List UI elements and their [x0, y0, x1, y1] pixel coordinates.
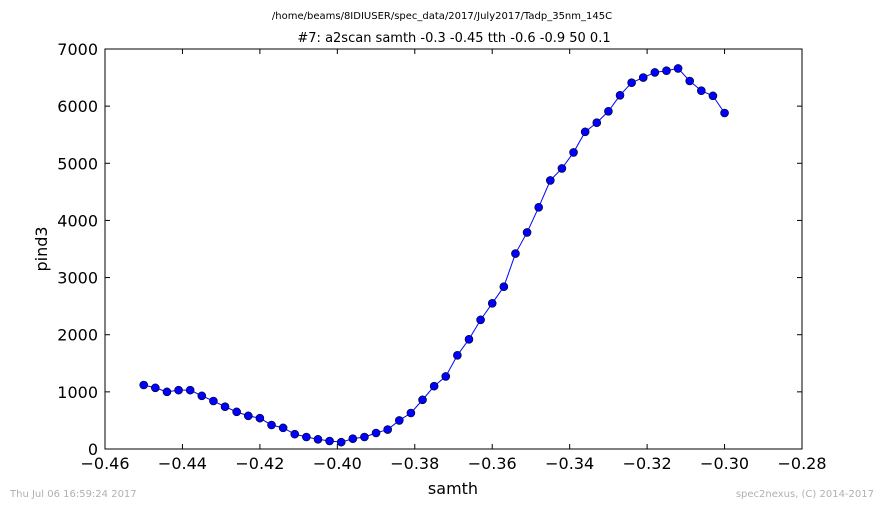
x-tick-label: −0.36 [468, 454, 517, 473]
y-tick-label: 7000 [57, 40, 98, 59]
data-point [174, 385, 183, 395]
x-tick-label: −0.40 [313, 454, 362, 473]
data-point [348, 434, 358, 444]
x-axis-ticks: −0.46 −0.44 −0.42 −0.40 −0.38 −0.36 −0.34 −0.32… [80, 49, 827, 473]
data-point [673, 64, 683, 73]
data-point [290, 429, 300, 439]
footer-credit: spec2nexus, (C) 2014-2017 [735, 489, 874, 500]
x-tick-label: −0.30 [700, 454, 749, 473]
x-axis-label: samth [428, 479, 478, 498]
data-point [546, 176, 555, 185]
footer-timestamp: Thu Jul 06 16:59:24 2017 [10, 489, 137, 500]
data-point [139, 380, 149, 390]
data-point [557, 164, 567, 173]
data-point [371, 428, 381, 438]
x-tick-label: −0.44 [158, 454, 207, 473]
data-point [360, 432, 369, 442]
data-point [720, 108, 729, 118]
data-point [464, 334, 474, 344]
data-point [406, 408, 416, 418]
data-point [534, 202, 543, 212]
chart-title: #7: a2scan samth -0.3 -0.45 tth -0.6 -0.… [297, 31, 610, 46]
data-point [255, 413, 265, 423]
data-point [302, 432, 311, 442]
y-axis-label: pind3 [32, 226, 51, 271]
y-tick-label: 4000 [57, 211, 98, 230]
data-point [708, 91, 718, 101]
data-point [325, 436, 334, 446]
data-point [615, 90, 625, 100]
data-point [604, 106, 613, 116]
data-point [662, 66, 671, 76]
data-point [487, 298, 497, 308]
data-point [151, 383, 160, 393]
data-point [638, 73, 648, 82]
data-point [209, 396, 218, 406]
data-point [162, 387, 172, 397]
data-point [697, 86, 706, 96]
data-point [685, 76, 695, 86]
data-point [278, 423, 288, 433]
x-tick-label: −0.46 [80, 454, 129, 473]
x-tick-label: −0.42 [235, 454, 284, 473]
data-point [650, 68, 660, 77]
y-axis-ticks: 0 1000 2000 3000 4000 5000 6000 7000 [57, 40, 802, 459]
data-point [522, 228, 532, 237]
data-point [453, 350, 462, 360]
x-tick-label: −0.32 [623, 454, 672, 473]
y-tick-label: 1000 [57, 383, 98, 402]
data-point [185, 385, 195, 395]
x-tick-label: −0.34 [545, 454, 594, 473]
data-point [243, 411, 253, 421]
plot-area [104, 48, 803, 450]
data-point [476, 315, 485, 325]
data-point [232, 407, 241, 417]
data-point [220, 402, 230, 412]
data-point [592, 118, 602, 128]
data-point [441, 372, 451, 381]
y-tick-label: 6000 [57, 97, 98, 116]
data-point [313, 434, 323, 444]
chart-suptitle: /home/beams/8IDIUSER/spec_data/2017/July… [272, 11, 612, 22]
data-point [627, 78, 636, 88]
x-tick-label: −0.28 [777, 454, 826, 473]
data-point [580, 127, 590, 137]
data-point [429, 381, 439, 391]
data-point [394, 416, 404, 425]
data-series [139, 64, 729, 447]
y-tick-label: 3000 [57, 269, 98, 288]
data-point [418, 395, 427, 405]
data-point [383, 425, 392, 434]
y-tick-label: 0 [88, 440, 98, 459]
y-tick-label: 5000 [57, 154, 98, 173]
data-point [499, 282, 509, 292]
y-tick-label: 2000 [57, 326, 98, 345]
data-point [267, 420, 276, 430]
x-tick-label: −0.38 [390, 454, 439, 473]
data-point [197, 391, 207, 401]
data-point [511, 249, 520, 258]
data-point [336, 437, 346, 447]
data-point [569, 148, 578, 157]
